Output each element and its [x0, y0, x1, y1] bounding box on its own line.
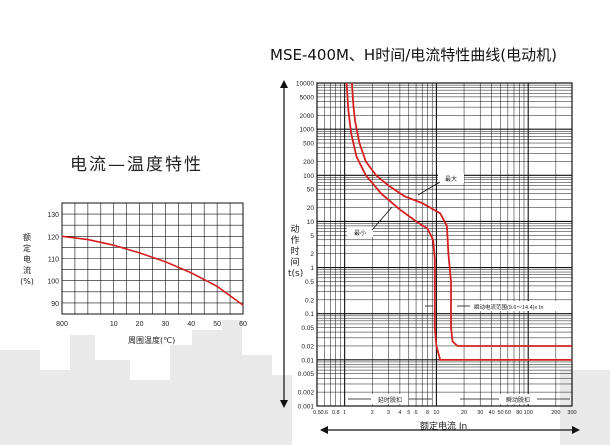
- right-x-tick-label: 0.6: [320, 410, 328, 416]
- x-axis-arrowhead-right: [572, 426, 580, 434]
- min-label-bg: [347, 227, 373, 237]
- right-y-tick-label: 0.001: [298, 404, 315, 411]
- right-y-tick-label: 10: [307, 219, 315, 226]
- right-y-tick-label: 0.002: [298, 390, 315, 397]
- right-x-tick-label: 8: [426, 410, 429, 416]
- right-x-tick-label: 80: [516, 410, 522, 416]
- left-series-line: [61, 235, 244, 306]
- right-x-tick-label: 200: [551, 410, 560, 416]
- left-chart-ylabel: 额定电流(%): [20, 233, 34, 286]
- right-y-tick-label: 0.2: [305, 297, 314, 304]
- right-x-tick-label: 6: [415, 410, 418, 416]
- min-annotation-label: 最小: [354, 229, 366, 237]
- right-y-tick-label: 100: [303, 173, 314, 180]
- delay-trip-label: 延时脱扣: [378, 396, 402, 404]
- right-x-tick-label: 60: [505, 410, 511, 416]
- right-chart-title: MSE-400M、H时间/电流特性曲线(电动机): [270, 46, 557, 64]
- right-x-tick-label: 300: [567, 410, 576, 416]
- right-x-tick-label: 5: [407, 410, 410, 416]
- right-y-tick-label: 5: [310, 233, 314, 240]
- right-x-tick-label: 100: [524, 410, 533, 416]
- right-x-tick-label: 0.5: [313, 410, 321, 416]
- right-x-tick-label: 50: [498, 410, 504, 416]
- left-plot-frame: [61, 202, 244, 315]
- left-y-tick-label: 100: [47, 279, 59, 286]
- right-y-tick-label: 500: [303, 141, 314, 148]
- instant-trip-label: 瞬动脱扣: [506, 396, 530, 404]
- right-x-tick-label: 0.8: [332, 410, 340, 416]
- left-x-tick-label: 40: [187, 321, 195, 328]
- left-chart-xlabel: 周围温度(℃): [128, 336, 176, 345]
- right-y-tick-label: 200: [303, 159, 314, 166]
- left-x-tick-label: 50: [213, 321, 221, 328]
- right-y-tick-label: 20: [307, 205, 315, 212]
- right-plot-frame: [316, 82, 573, 407]
- right-y-tick-label: 1: [310, 265, 314, 272]
- instant-range-annotation: 瞬动电流范围(9.6～14.4)x In: [474, 303, 543, 311]
- right-x-tick-label: 40: [489, 410, 495, 416]
- left-x-tick-label: 60: [239, 321, 247, 328]
- instant-range-bg: [471, 301, 567, 311]
- left-chart-title: 电流—温度特性: [70, 155, 203, 175]
- y-axis-arrowhead-up: [280, 80, 288, 88]
- right-y-tick-label: 10000: [296, 81, 314, 88]
- max-label-bg: [438, 173, 464, 183]
- x-axis-arrowhead-left: [320, 426, 328, 434]
- left-x-tick-label: 800: [56, 321, 68, 328]
- left-y-tick-label: 130: [47, 212, 59, 219]
- right-y-tick-label: 0.5: [305, 279, 314, 286]
- instant-trip-bg: [500, 394, 536, 404]
- left-x-tick-label: 20: [136, 321, 144, 328]
- right-y-tick-label: 0.02: [301, 343, 314, 350]
- right-x-tick-label: 10: [433, 410, 439, 416]
- delay-trip-bg: [372, 394, 408, 404]
- right-series-max-line: [351, 82, 572, 347]
- right-y-tick-label: 1000: [300, 127, 315, 134]
- right-series-min-line: [345, 82, 572, 361]
- max-annotation-arrow: [417, 181, 441, 196]
- right-y-tick-label: 0.005: [298, 371, 315, 378]
- left-y-tick-label: 90: [51, 301, 59, 308]
- left-x-tick-label: 10: [110, 321, 118, 328]
- max-annotation-label: 最大: [445, 175, 457, 183]
- right-y-tick-label: 50: [307, 187, 315, 194]
- right-y-tick-label: 5000: [300, 94, 315, 101]
- right-chart-ylabel: 动作时间t(s): [288, 225, 304, 279]
- left-y-tick-label: 110: [48, 257, 59, 264]
- right-x-tick-label: 1: [343, 410, 346, 416]
- left-x-tick-label: 30: [162, 321, 170, 328]
- right-y-tick-label: 0.1: [305, 311, 314, 318]
- right-x-tick-label: 20: [461, 410, 467, 416]
- right-x-tick-label: 30: [477, 410, 483, 416]
- left-y-tick-label: 120: [47, 234, 59, 241]
- right-y-tick-label: 0.01: [301, 357, 314, 364]
- right-x-tick-label: 2: [371, 410, 374, 416]
- y-axis-arrowhead-down: [280, 400, 288, 408]
- right-x-tick-label: 4: [398, 410, 401, 416]
- right-x-tick-label: 3: [387, 410, 390, 416]
- right-chart-xlabel: 额定电流 In: [420, 422, 468, 432]
- min-annotation-arrow: [371, 206, 393, 231]
- right-y-tick-label: 2000: [300, 113, 315, 120]
- right-y-tick-label: 0.05: [301, 325, 314, 332]
- right-y-tick-label: 2: [310, 251, 314, 258]
